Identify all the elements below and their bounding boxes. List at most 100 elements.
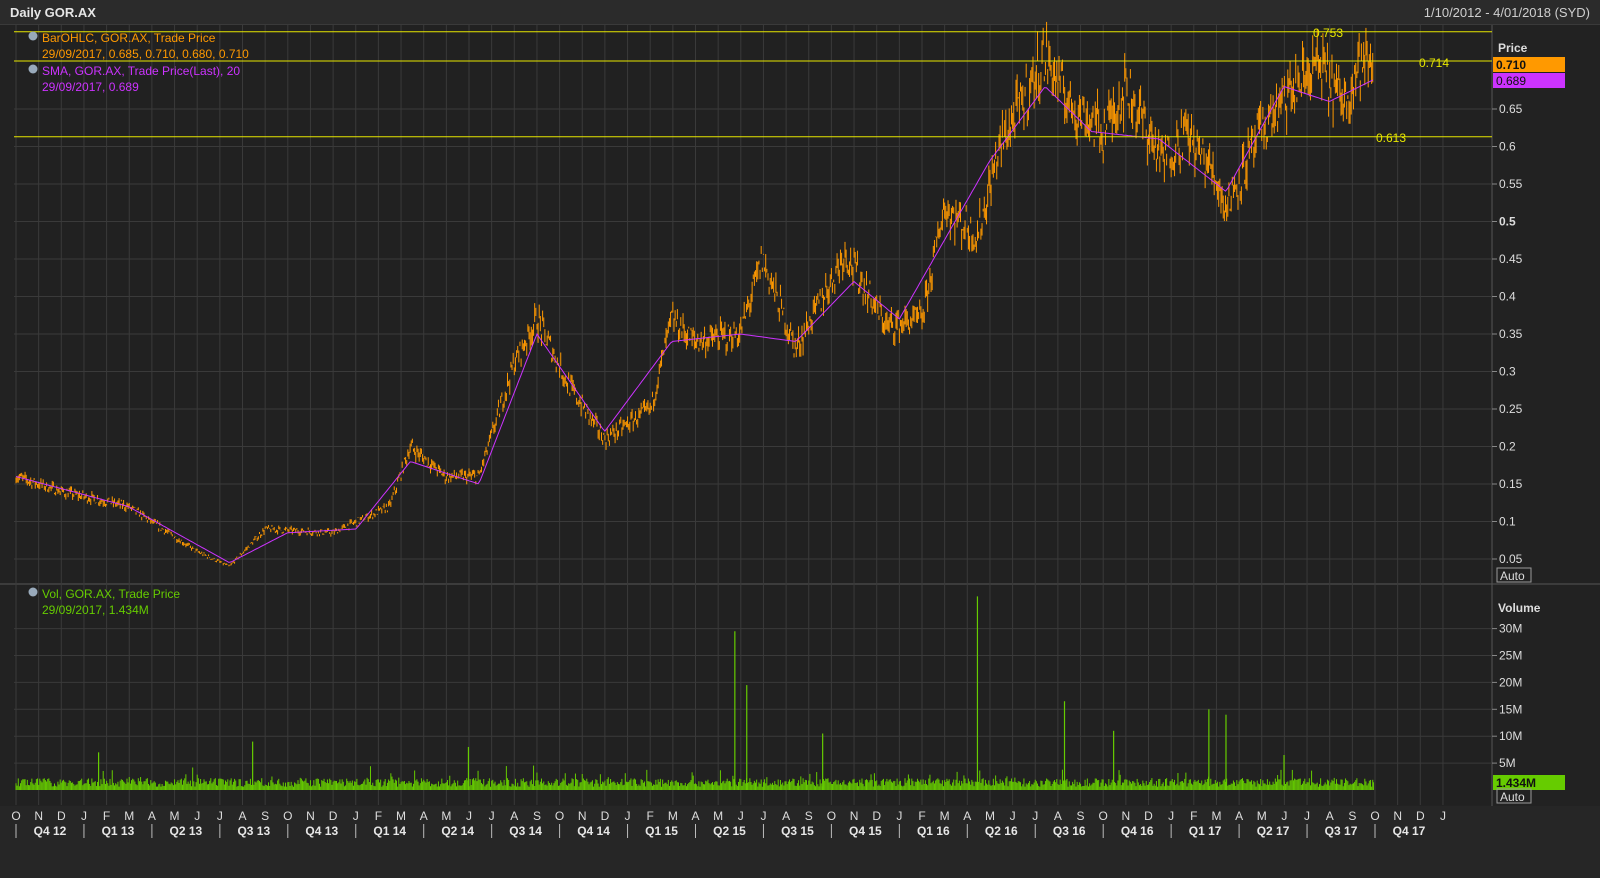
price-tick-label: 0.4 bbox=[1499, 290, 1516, 304]
month-label: O bbox=[11, 809, 20, 823]
month-label: M bbox=[1211, 809, 1221, 823]
month-label: A bbox=[1235, 809, 1243, 823]
quarter-label: Q3 14 bbox=[509, 824, 542, 838]
legend-toggle-icon[interactable] bbox=[28, 587, 38, 597]
month-label: M bbox=[940, 809, 950, 823]
quarter-label: Q1 14 bbox=[373, 824, 406, 838]
month-label: D bbox=[872, 809, 881, 823]
quarter-label: Q1 15 bbox=[645, 824, 678, 838]
month-label: J bbox=[896, 809, 902, 823]
quarter-label: Q2 15 bbox=[713, 824, 746, 838]
month-label: N bbox=[1122, 809, 1131, 823]
volume-axis-label: Volume bbox=[1498, 601, 1541, 615]
month-label: D bbox=[57, 809, 66, 823]
horizontal-lines[interactable] bbox=[14, 31, 1492, 138]
month-label: S bbox=[1348, 809, 1356, 823]
volume-bars bbox=[15, 596, 1374, 790]
volume-tick-label: 15M bbox=[1499, 702, 1522, 716]
month-label: J bbox=[81, 809, 87, 823]
price-tick-label: 0.45 bbox=[1499, 252, 1523, 266]
quarter-label: Q4 16 bbox=[1121, 824, 1154, 838]
month-label: D bbox=[1144, 809, 1153, 823]
quarter-label: Q4 17 bbox=[1393, 824, 1426, 838]
sma-legend-title: SMA, GOR.AX, Trade Price(Last), 20 bbox=[42, 64, 240, 78]
month-label: D bbox=[329, 809, 338, 823]
quarter-label: Q4 14 bbox=[577, 824, 610, 838]
price-axis-label: Price bbox=[1498, 41, 1528, 55]
month-label: N bbox=[850, 809, 859, 823]
legend-toggle-icon[interactable] bbox=[28, 31, 38, 41]
month-label: A bbox=[148, 809, 156, 823]
month-label: S bbox=[1077, 809, 1085, 823]
month-label: F bbox=[375, 809, 382, 823]
month-label: J bbox=[1032, 809, 1038, 823]
month-label: J bbox=[194, 809, 200, 823]
volume-tick-label: 5M bbox=[1499, 756, 1516, 770]
sma-last-value: 0.689 bbox=[1496, 74, 1526, 88]
month-label: A bbox=[963, 809, 971, 823]
month-label: N bbox=[34, 809, 43, 823]
month-label: F bbox=[103, 809, 110, 823]
volume-panel[interactable] bbox=[14, 585, 1492, 805]
quarter-label: Q3 13 bbox=[237, 824, 270, 838]
ohlc-legend-title: BarOHLC, GOR.AX, Trade Price bbox=[42, 31, 216, 45]
month-label: O bbox=[283, 809, 292, 823]
quarter-label: Q3 15 bbox=[781, 824, 814, 838]
month-label: O bbox=[1099, 809, 1108, 823]
quarter-label: Q1 16 bbox=[917, 824, 950, 838]
month-label: N bbox=[306, 809, 315, 823]
volume-legend[interactable]: Vol, GOR.AX, Trade Price 29/09/2017, 1.4… bbox=[28, 587, 181, 617]
volume-axis: 30M 25M 20M 15M 10M 5M bbox=[1492, 622, 1522, 770]
date-range: 1/10/2012 - 4/01/2018 (SYD) bbox=[1423, 5, 1590, 20]
month-label: J bbox=[738, 809, 744, 823]
month-label: M bbox=[441, 809, 451, 823]
quarter-label: Q2 13 bbox=[170, 824, 203, 838]
hline-mid-label: 0.714 bbox=[1419, 56, 1449, 70]
month-label: J bbox=[760, 809, 766, 823]
last-volume-value: 1.434M bbox=[1496, 776, 1536, 790]
price-panel[interactable] bbox=[14, 25, 1492, 583]
quarter-label: Q3 17 bbox=[1325, 824, 1358, 838]
price-axis: 0.65 0.6 0.55 0.5 0.45 0.4 0.35 0.3 0.25 0.2 0.15 0… bbox=[1492, 102, 1523, 566]
volume-tick-label: 10M bbox=[1499, 729, 1522, 743]
month-label: A bbox=[1054, 809, 1062, 823]
month-label: A bbox=[238, 809, 246, 823]
month-label: M bbox=[396, 809, 406, 823]
quarter-label: Q2 16 bbox=[985, 824, 1018, 838]
legend-toggle-icon[interactable] bbox=[28, 64, 38, 74]
price-tick-label: 0.25 bbox=[1499, 402, 1523, 416]
volume-auto-button[interactable] bbox=[1496, 788, 1532, 804]
month-label: O bbox=[1370, 809, 1379, 823]
month-label: J bbox=[466, 809, 472, 823]
sma-line bbox=[15, 79, 1373, 563]
quarter-label: Q4 13 bbox=[305, 824, 338, 838]
month-label: J bbox=[1304, 809, 1310, 823]
price-tick-label: 0.15 bbox=[1499, 477, 1523, 491]
month-label: M bbox=[124, 809, 134, 823]
sma-legend-values: 29/09/2017, 0.689 bbox=[42, 80, 139, 94]
quarter-label: Q2 17 bbox=[1257, 824, 1290, 838]
month-label: J bbox=[1168, 809, 1174, 823]
month-label: O bbox=[555, 809, 564, 823]
month-label: S bbox=[805, 809, 813, 823]
month-label: N bbox=[1393, 809, 1402, 823]
price-auto-button[interactable] bbox=[1496, 567, 1532, 583]
month-label: F bbox=[1190, 809, 1197, 823]
quarter-label: Q2 14 bbox=[441, 824, 474, 838]
price-legend[interactable]: BarOHLC, GOR.AX, Trade Price 29/09/2017,… bbox=[28, 31, 250, 94]
month-label: J bbox=[217, 809, 223, 823]
price-tick-label: 0.65 bbox=[1499, 102, 1523, 116]
month-label: J bbox=[1010, 809, 1016, 823]
price-tick-label: 0.05 bbox=[1499, 552, 1523, 566]
month-label: J bbox=[625, 809, 631, 823]
volume-tick-label: 30M bbox=[1499, 622, 1522, 636]
month-label: F bbox=[647, 809, 654, 823]
last-price-tag bbox=[1493, 57, 1565, 72]
volume-tick-label: 25M bbox=[1499, 649, 1522, 663]
ohlc-legend-values: 29/09/2017, 0.685, 0.710, 0.680, 0.710 bbox=[42, 47, 249, 61]
month-label: S bbox=[261, 809, 269, 823]
title-bar: Daily GOR.AX 1/10/2012 - 4/01/2018 (SYD) bbox=[0, 0, 1600, 25]
